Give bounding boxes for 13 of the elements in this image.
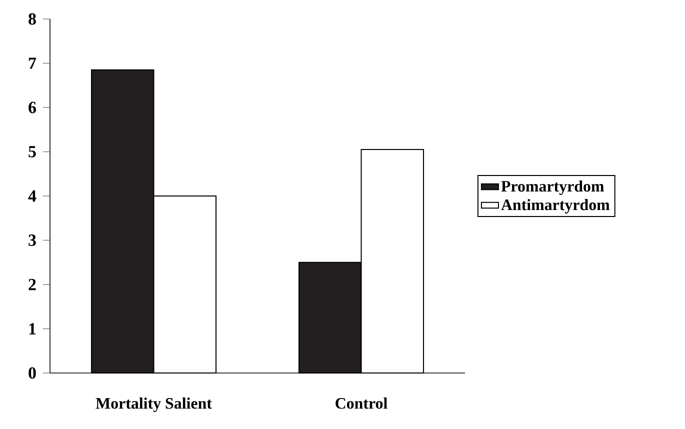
legend-label: Promartyrdom: [501, 180, 604, 195]
y-tick-label: 6: [28, 102, 36, 114]
legend-label: Antimartyrdom: [501, 198, 610, 214]
y-tick-label: 3: [28, 234, 36, 246]
y-tick-label: 7: [28, 58, 36, 69]
x-tick-label: Mortality Salient: [96, 398, 212, 412]
y-tick-label: 5: [28, 146, 36, 158]
y-tick-label: 0: [28, 367, 36, 379]
y-tick-label: 4: [28, 190, 36, 202]
y-tick-label: 8: [28, 13, 36, 25]
y-tick-label: 1: [29, 323, 36, 334]
x-tick-label: Control: [336, 398, 388, 409]
y-tick-label: 2: [28, 278, 36, 290]
